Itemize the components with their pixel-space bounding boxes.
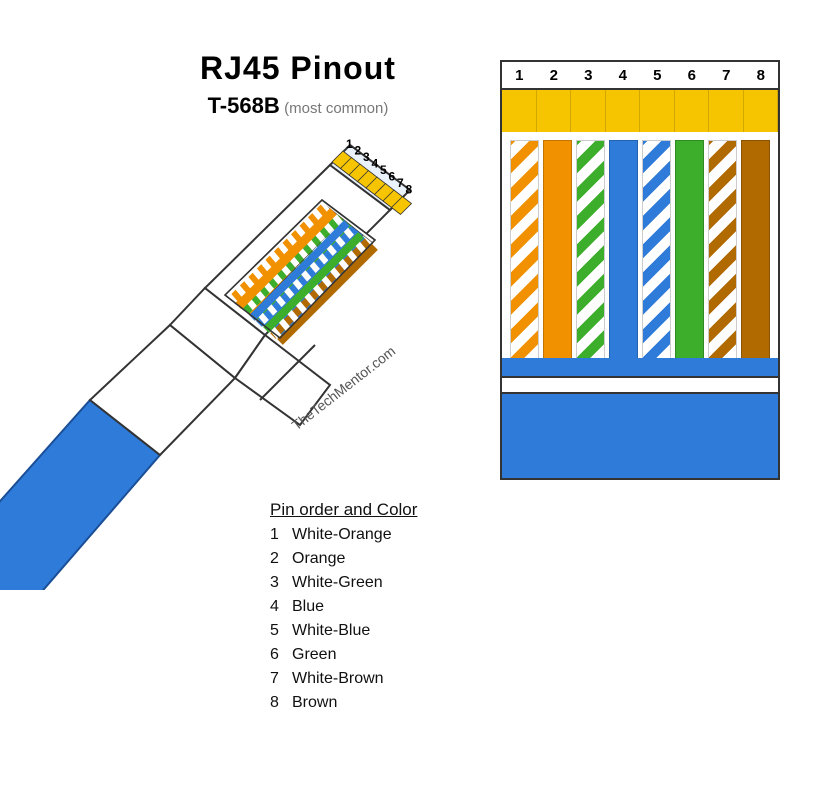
legend-row: 5White-Blue	[270, 622, 417, 640]
cable-jacket	[502, 358, 778, 478]
pinout-column-diagram: 12345678	[500, 60, 780, 480]
legend-pin-number: 2	[270, 550, 292, 568]
legend-color-name: White-Brown	[292, 670, 384, 687]
gold-contact	[606, 90, 641, 132]
legend-color-name: Blue	[292, 598, 324, 615]
page-title: RJ45 Pinout	[200, 50, 396, 87]
wire-pin-5	[642, 140, 671, 362]
pin-number: 6	[675, 62, 710, 88]
wire-pin-8	[741, 140, 770, 362]
legend-row: 7White-Brown	[270, 670, 417, 688]
legend-row: 8Brown	[270, 694, 417, 712]
pin-3d-label: 2	[355, 144, 362, 158]
legend-color-name: Orange	[292, 550, 345, 567]
pin-3d-label: 7	[397, 176, 404, 190]
legend-row: 2Orange	[270, 550, 417, 568]
subtitle: T-568B (most common)	[200, 93, 396, 119]
wire-pin-7	[708, 140, 737, 362]
legend-pin-number: 5	[270, 622, 292, 640]
gold-contact	[537, 90, 572, 132]
pin-3d-label: 6	[389, 170, 396, 184]
legend-color-name: White-Green	[292, 574, 383, 591]
cable-clip	[502, 376, 778, 394]
wire-pin-1	[510, 140, 539, 362]
legend-row: 1White-Orange	[270, 526, 417, 544]
subtitle-standard: T-568B	[208, 93, 280, 118]
wire-pin-2	[543, 140, 572, 362]
legend-color-name: White-Orange	[292, 526, 392, 543]
pin-number: 8	[744, 62, 779, 88]
pin-3d-label: 3	[363, 150, 370, 164]
pin-number: 5	[640, 62, 675, 88]
legend-heading: Pin order and Color	[270, 500, 417, 520]
pin-3d-label: 5	[380, 163, 387, 177]
legend-pin-number: 7	[270, 670, 292, 688]
legend-color-name: Brown	[292, 694, 337, 711]
pin-number: 2	[537, 62, 572, 88]
legend-row: 6Green	[270, 646, 417, 664]
legend-color-name: White-Blue	[292, 622, 370, 639]
pin-3d-label: 4	[372, 157, 379, 171]
pin-number-row: 12345678	[502, 62, 778, 90]
pin-number: 7	[709, 62, 744, 88]
pin-order-legend: Pin order and Color 1White-Orange2Orange…	[270, 500, 417, 718]
wire-pin-3	[576, 140, 605, 362]
legend-pin-number: 8	[270, 694, 292, 712]
gold-contact	[675, 90, 710, 132]
pin-number: 3	[571, 62, 606, 88]
legend-row: 4Blue	[270, 598, 417, 616]
legend-row: 3White-Green	[270, 574, 417, 592]
gold-contact	[502, 90, 537, 132]
gold-contact	[640, 90, 675, 132]
pin-3d-label: 1	[346, 137, 353, 151]
legend-pin-number: 4	[270, 598, 292, 616]
pin-number: 1	[502, 62, 537, 88]
legend-pin-number: 3	[270, 574, 292, 592]
gold-contact	[571, 90, 606, 132]
wire-pin-6	[675, 140, 704, 362]
subtitle-note: (most common)	[284, 100, 388, 117]
title-block: RJ45 Pinout T-568B (most common)	[200, 50, 396, 119]
wire-pin-4	[609, 140, 638, 362]
gold-contact-band	[502, 90, 778, 132]
legend-pin-number: 1	[270, 526, 292, 544]
legend-pin-number: 6	[270, 646, 292, 664]
gold-contact	[709, 90, 744, 132]
pin-3d-label: 8	[406, 183, 413, 197]
pin-number: 4	[606, 62, 641, 88]
gold-contact	[744, 90, 779, 132]
wire-stripes	[502, 132, 778, 362]
legend-color-name: Green	[292, 646, 336, 663]
